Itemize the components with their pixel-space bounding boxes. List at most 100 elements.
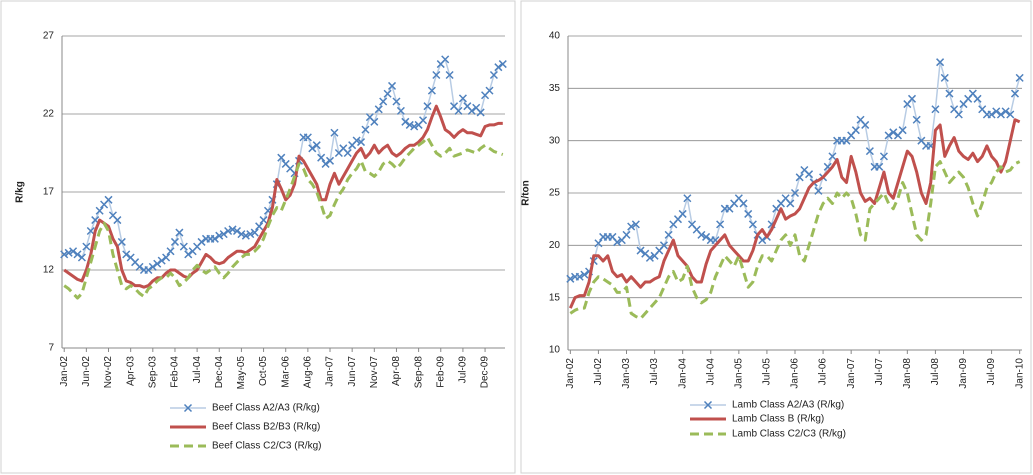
marker [405, 120, 414, 129]
marker [992, 107, 1001, 116]
marker [64, 248, 73, 257]
marker [1015, 73, 1024, 82]
y-tick-label: 7 [48, 343, 54, 354]
marker [931, 105, 940, 114]
marker [219, 230, 228, 239]
legend-label: Beef Class A2/A3 (R/kg) [212, 403, 320, 414]
x-tick-label: Feb-09 [435, 356, 446, 388]
marker [814, 186, 823, 195]
x-tick-label: Sep-08 [413, 356, 424, 389]
marker [343, 148, 352, 158]
marker [232, 226, 242, 236]
marker [889, 128, 898, 137]
marker [210, 234, 219, 243]
marker [865, 147, 874, 156]
marker [716, 220, 725, 229]
x-tick-label: Jan-02 [565, 358, 576, 389]
x-tick-label: Jul-03 [649, 358, 660, 386]
x-tick-label: Dec-09 [480, 356, 491, 389]
x-tick-label: Jan-03 [621, 358, 632, 389]
x-tick-label: Jun-02 [81, 356, 92, 387]
marker [748, 220, 757, 229]
marker [739, 199, 748, 208]
x-tick-label: Jan-02 [59, 356, 70, 387]
x-tick-label: Oct-05 [258, 356, 269, 386]
marker [144, 265, 153, 275]
y-tick-label: 17 [43, 187, 55, 198]
legend-label: Beef Class B2/B3 (R/kg) [212, 422, 320, 433]
marker [392, 97, 401, 106]
marker [790, 188, 800, 198]
marker [489, 70, 498, 80]
x-tick-label: Jan-10 [1014, 358, 1025, 389]
marker [228, 225, 237, 234]
marker [580, 270, 589, 279]
x-tick-label: Jan-06 [790, 358, 801, 389]
marker [805, 170, 814, 179]
marker [427, 86, 436, 95]
x-tick-label: Apr-08 [391, 356, 402, 386]
y-tick-label: 22 [43, 109, 55, 120]
marker [907, 94, 917, 103]
marker [861, 120, 870, 129]
x-tick-label: Jul-09 [986, 358, 997, 386]
marker [95, 206, 104, 215]
marker [388, 81, 397, 90]
marker [175, 228, 184, 237]
marker [86, 226, 95, 236]
x-tick-label: Jan-04 [677, 358, 688, 389]
marker [898, 126, 907, 135]
marker [987, 110, 996, 119]
marker [954, 110, 963, 119]
marker [277, 153, 286, 162]
marker [370, 117, 379, 126]
marker [325, 156, 335, 165]
marker [697, 230, 706, 239]
marker [250, 228, 259, 237]
marker [170, 237, 179, 246]
marker [594, 239, 603, 248]
marker [330, 128, 339, 137]
marker [622, 230, 631, 239]
marker [255, 222, 264, 231]
x-tick-label: Jan-09 [958, 358, 969, 389]
marker [246, 230, 255, 239]
marker [166, 247, 175, 256]
x-tick-label: Jan-07 [325, 356, 336, 387]
marker [786, 199, 795, 208]
x-tick-label: Apr-03 [125, 356, 136, 386]
marker [702, 232, 711, 241]
marker [259, 216, 268, 225]
marker [113, 216, 122, 225]
marker [494, 63, 503, 72]
marker [636, 246, 645, 255]
marker [122, 250, 131, 259]
marker [973, 94, 982, 103]
marker [645, 253, 654, 262]
marker [851, 126, 860, 135]
marker [179, 242, 188, 251]
x-tick-label: Jul-05 [762, 358, 773, 386]
marker [936, 58, 945, 67]
x-tick-label: Jul-08 [930, 358, 941, 386]
marker [678, 209, 687, 218]
marker [356, 138, 366, 147]
series-line [63, 135, 504, 300]
legend-label: Lamb Class B (R/kg) [732, 414, 824, 425]
x-tick-label: Jul-04 [192, 356, 203, 384]
marker [157, 256, 166, 265]
marker [1001, 107, 1010, 116]
marker [945, 89, 954, 98]
x-tick-label: May-05 [236, 356, 247, 390]
marker [374, 105, 383, 114]
marker [312, 141, 321, 150]
marker [148, 262, 157, 271]
x-tick-label: Aug-06 [303, 356, 314, 389]
marker [153, 259, 162, 268]
y-tick-label: 25 [549, 188, 561, 199]
marker [135, 262, 144, 271]
marker [575, 272, 584, 281]
marker [631, 220, 640, 229]
marker [383, 89, 392, 98]
